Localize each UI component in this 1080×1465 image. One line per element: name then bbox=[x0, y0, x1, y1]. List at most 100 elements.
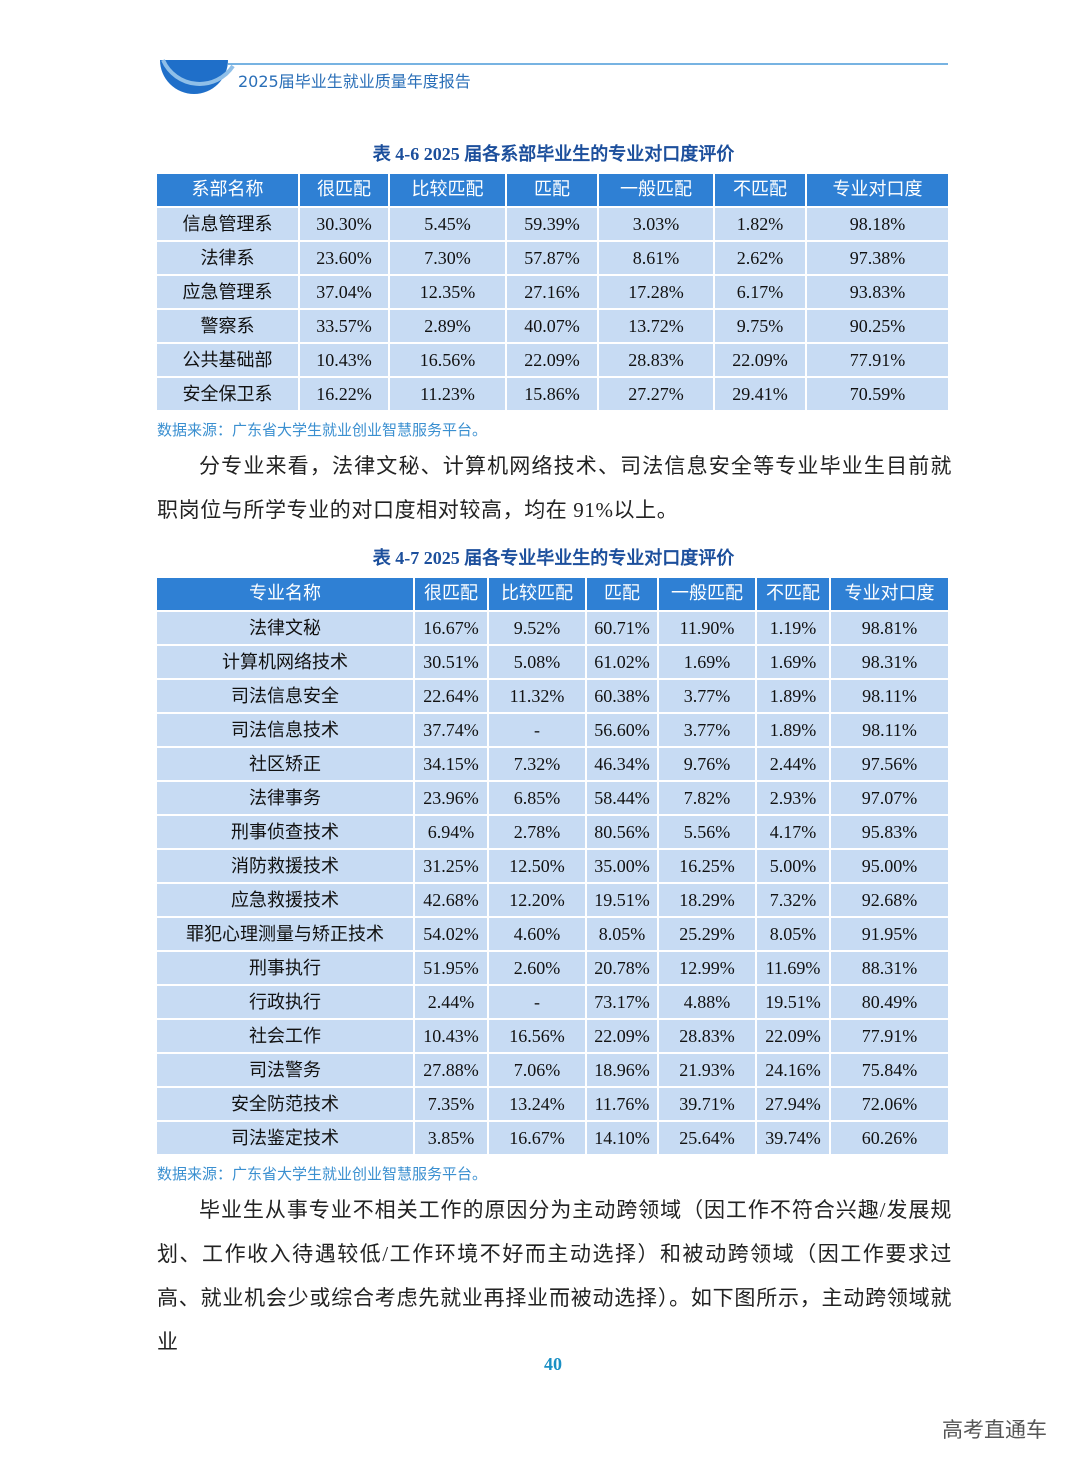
table-cell: 13.72% bbox=[599, 310, 713, 342]
table-cell: 42.68% bbox=[415, 884, 487, 916]
table-cell: 16.22% bbox=[300, 378, 388, 410]
table-cell: 15.86% bbox=[507, 378, 597, 410]
table-cell: 75.84% bbox=[831, 1054, 948, 1086]
header-cell: 一般匹配 bbox=[599, 174, 713, 206]
table-cell: 1.19% bbox=[757, 612, 829, 644]
table-cell: 39.71% bbox=[659, 1088, 755, 1120]
table-cell: 98.81% bbox=[831, 612, 948, 644]
table-cell: 17.28% bbox=[599, 276, 713, 308]
table-cell: 23.96% bbox=[415, 782, 487, 814]
table-cell: 22.09% bbox=[715, 344, 805, 376]
table-cell: 社会工作 bbox=[157, 1020, 413, 1052]
header-cell: 匹配 bbox=[507, 174, 597, 206]
table-cell: 4.88% bbox=[659, 986, 755, 1018]
table-cell: 97.38% bbox=[807, 242, 948, 274]
table-cell: 59.39% bbox=[507, 208, 597, 240]
table-cell: 法律系 bbox=[157, 242, 298, 274]
table-cell: 46.34% bbox=[587, 748, 657, 780]
table-cell: 12.20% bbox=[489, 884, 585, 916]
table-cell: 12.50% bbox=[489, 850, 585, 882]
header-arc bbox=[161, 59, 235, 86]
table-cell: 60.38% bbox=[587, 680, 657, 712]
table-cell: 4.60% bbox=[489, 918, 585, 950]
table-cell: 11.69% bbox=[757, 952, 829, 984]
header-title: 2025届毕业生就业质量年度报告 bbox=[238, 72, 471, 91]
table-cell: 3.03% bbox=[599, 208, 713, 240]
table-cell: 22.09% bbox=[507, 344, 597, 376]
header-cell: 一般匹配 bbox=[659, 578, 755, 610]
header-cell: 匹配 bbox=[587, 578, 657, 610]
table-cell: 27.27% bbox=[599, 378, 713, 410]
table-cell: 31.25% bbox=[415, 850, 487, 882]
table-cell: 21.93% bbox=[659, 1054, 755, 1086]
table-cell: 16.25% bbox=[659, 850, 755, 882]
table-cell: 应急救援技术 bbox=[157, 884, 413, 916]
table-cell: 3.77% bbox=[659, 714, 755, 746]
table-cell: 司法鉴定技术 bbox=[157, 1122, 413, 1154]
table-cell: 80.56% bbox=[587, 816, 657, 848]
table-cell: 4.17% bbox=[757, 816, 829, 848]
table-cell: 77.91% bbox=[807, 344, 948, 376]
table-cell: 61.02% bbox=[587, 646, 657, 678]
table-cell: 5.00% bbox=[757, 850, 829, 882]
table-cell: 2.62% bbox=[715, 242, 805, 274]
table-source: 数据来源：广东省大学生就业创业智慧服务平台。 bbox=[157, 421, 488, 439]
table-cell: 40.07% bbox=[507, 310, 597, 342]
table-cell: 法律文秘 bbox=[157, 612, 413, 644]
table-cell: 11.90% bbox=[659, 612, 755, 644]
table-cell: 5.56% bbox=[659, 816, 755, 848]
header-decoration bbox=[160, 59, 948, 94]
table-cell: 2.44% bbox=[415, 986, 487, 1018]
table-cell: 37.74% bbox=[415, 714, 487, 746]
table-cell: 11.23% bbox=[390, 378, 505, 410]
table-cell: 安全保卫系 bbox=[157, 378, 298, 410]
table-cell: 73.17% bbox=[587, 986, 657, 1018]
table-cell: 5.45% bbox=[390, 208, 505, 240]
table-cell: 60.26% bbox=[831, 1122, 948, 1154]
table-cell: 28.83% bbox=[659, 1020, 755, 1052]
table-cell: 11.32% bbox=[489, 680, 585, 712]
table-cell: 16.67% bbox=[489, 1122, 585, 1154]
header-cell: 不匹配 bbox=[715, 174, 805, 206]
table-cell: 20.78% bbox=[587, 952, 657, 984]
table-source: 数据来源：广东省大学生就业创业智慧服务平台。 bbox=[157, 1165, 488, 1183]
table-cell: 18.96% bbox=[587, 1054, 657, 1086]
header-cell: 系部名称 bbox=[157, 174, 298, 206]
table-cell: 19.51% bbox=[587, 884, 657, 916]
table-cell: 12.99% bbox=[659, 952, 755, 984]
table-cell: 16.56% bbox=[390, 344, 505, 376]
table-cell: 2.93% bbox=[757, 782, 829, 814]
table-cell: 22.09% bbox=[757, 1020, 829, 1052]
table-cell: 98.11% bbox=[831, 680, 948, 712]
table-cell: 行政执行 bbox=[157, 986, 413, 1018]
table-cell: 7.30% bbox=[390, 242, 505, 274]
paragraph: 分专业来看，法律文秘、计算机网络技术、司法信息安全等专业毕业生目前就职岗位与所学… bbox=[157, 454, 952, 522]
table-caption: 表 4-7 2025 届各专业毕业生的专业对口度评价 bbox=[372, 548, 735, 568]
table-cell: 16.56% bbox=[489, 1020, 585, 1052]
header-cell: 很匹配 bbox=[300, 174, 388, 206]
watermark: 高考直通车 bbox=[942, 1418, 1047, 1442]
table-cell: 39.74% bbox=[757, 1122, 829, 1154]
table-cell: 57.87% bbox=[507, 242, 597, 274]
table-cell: 90.25% bbox=[807, 310, 948, 342]
table-cell: 7.32% bbox=[757, 884, 829, 916]
table-cell: 计算机网络技术 bbox=[157, 646, 413, 678]
table-cell: 70.59% bbox=[807, 378, 948, 410]
table-cell: 8.05% bbox=[757, 918, 829, 950]
table-cell: 98.18% bbox=[807, 208, 948, 240]
table-cell: 公共基础部 bbox=[157, 344, 298, 376]
paragraph: 毕业生从事专业不相关工作的原因分为主动跨领域（因工作不符合兴趣/发展规划、工作收… bbox=[157, 1198, 952, 1354]
table-caption: 表 4-6 2025 届各系部毕业生的专业对口度评价 bbox=[372, 144, 735, 164]
table-cell: 33.57% bbox=[300, 310, 388, 342]
table-cell: 1.82% bbox=[715, 208, 805, 240]
table-cell: 6.94% bbox=[415, 816, 487, 848]
table-cell: 法律事务 bbox=[157, 782, 413, 814]
table-cell: 35.00% bbox=[587, 850, 657, 882]
table-cell: 司法信息安全 bbox=[157, 680, 413, 712]
header-cell: 专业对口度 bbox=[807, 174, 948, 206]
table-cell: 1.89% bbox=[757, 714, 829, 746]
header-cell: 不匹配 bbox=[757, 578, 829, 610]
table-cell: 91.95% bbox=[831, 918, 948, 950]
table-cell: 警察系 bbox=[157, 310, 298, 342]
